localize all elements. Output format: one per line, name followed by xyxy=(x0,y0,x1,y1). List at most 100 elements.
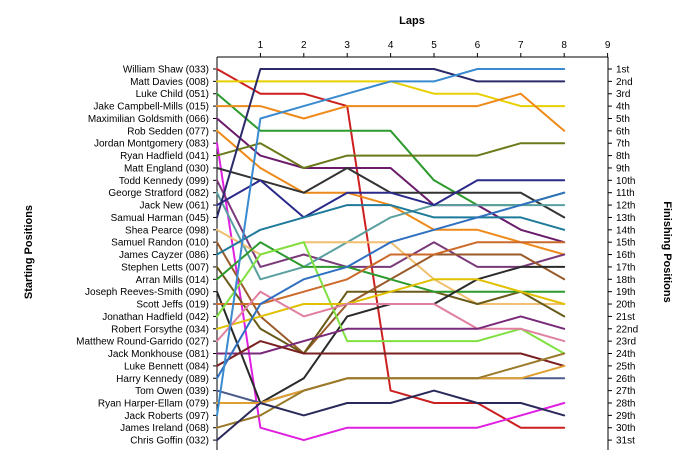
finishing-position-label: 3rd xyxy=(616,89,630,100)
series-line xyxy=(216,204,566,256)
series-line xyxy=(216,315,566,355)
starting-position-label: William Shaw (033) xyxy=(123,65,209,76)
series-line xyxy=(216,340,566,367)
finishing-position-label: 23rd xyxy=(616,337,636,348)
series-line xyxy=(216,191,566,380)
finishing-position-label: 15th xyxy=(616,238,635,249)
starting-position-label: Harry Kennedy (089) xyxy=(116,374,209,385)
series-line xyxy=(216,241,566,355)
series-line xyxy=(216,142,566,442)
finishing-position-label: 28th xyxy=(616,398,635,409)
finishing-position-label: 4th xyxy=(616,102,630,113)
starting-position-label: Luke Child (051) xyxy=(136,89,209,100)
starting-position-label: Matt Davies (008) xyxy=(130,77,209,88)
x-tick-label: 3 xyxy=(344,40,350,51)
finishing-position-label: 12th xyxy=(616,201,635,212)
starting-position-label: Jonathan Hadfield (042) xyxy=(102,312,209,323)
starting-position-label: Robert Forsythe (034) xyxy=(111,324,209,335)
finishing-position-label: 6th xyxy=(616,126,630,137)
series-line xyxy=(216,92,566,132)
x-tick-label: 5 xyxy=(431,40,437,51)
finishing-position-label: 2nd xyxy=(616,77,633,88)
starting-position-label: Chris Goffin (032) xyxy=(130,436,209,447)
x-tick-label: 7 xyxy=(518,40,524,51)
series-line xyxy=(216,179,566,219)
series-line xyxy=(216,191,566,281)
starting-position-label: Samual Harman (045) xyxy=(111,213,209,224)
finishing-position-label: 9th xyxy=(616,163,630,174)
starting-position-label: Shea Pearce (098) xyxy=(125,225,209,236)
series-line xyxy=(216,265,566,404)
finishing-position-label: 1st xyxy=(616,65,630,76)
series-line xyxy=(216,68,566,417)
starting-position-label: Ryan Hadfield (041) xyxy=(120,151,209,162)
series-line xyxy=(216,278,566,330)
starting-position-label: George Stratford (082) xyxy=(108,188,209,199)
finishing-position-label: 10th xyxy=(616,176,635,187)
x-tick-label: 6 xyxy=(475,40,481,51)
finishing-position-label: 19th xyxy=(616,287,635,298)
series-line xyxy=(216,179,566,268)
finishing-position-label: 7th xyxy=(616,139,630,150)
starting-position-label: Matt England (030) xyxy=(124,163,209,174)
series-line xyxy=(216,68,566,219)
right-axis-title: Finishing Positions xyxy=(661,201,673,302)
starting-position-label: James Cayzer (086) xyxy=(119,250,209,261)
starting-position-label: Ryan Harper-Ellam (079) xyxy=(98,398,209,409)
starting-position-label: Matthew Round-Garrido (027) xyxy=(76,337,209,348)
series-lines xyxy=(216,68,566,442)
finishing-position-label: 20th xyxy=(616,300,635,311)
series-line xyxy=(216,389,566,442)
x-tick-label: 8 xyxy=(561,40,567,51)
finishing-position-label: 27th xyxy=(616,386,635,397)
finishing-position-label: 24th xyxy=(616,349,635,360)
starting-position-label: Rob Sedden (077) xyxy=(127,126,209,137)
series-line xyxy=(216,241,566,355)
finishing-position-label: 31st xyxy=(616,436,635,447)
finishing-position-label: 16th xyxy=(616,250,635,261)
starting-position-label: Jack Roberts (097) xyxy=(125,411,209,422)
x-tick-labels: 1 2 3 4 5 6 7 8 9 xyxy=(258,40,611,51)
starting-position-label: Tom Owen (039) xyxy=(135,386,209,397)
finishing-position-label: 29th xyxy=(616,411,635,422)
starting-position-label: Jordan Montgomery (083) xyxy=(94,139,209,150)
finishing-position-label: 21st xyxy=(616,312,635,323)
finishing-position-label: 5th xyxy=(616,114,630,125)
x-axis-title: Laps xyxy=(399,15,425,27)
finishing-position-label: 8th xyxy=(616,151,630,162)
starting-position-label: James Ireland (068) xyxy=(120,423,209,434)
series-line xyxy=(216,142,566,169)
starting-position-label: Jack Monkhouse (081) xyxy=(108,349,209,360)
starting-position-label: Luke Bennett (084) xyxy=(124,361,209,372)
starting-position-labels: William Shaw (033)Matt Davies (008)Luke … xyxy=(76,65,209,447)
starting-position-label: Jack New (061) xyxy=(140,201,209,212)
starting-position-label: Todd Kennedy (099) xyxy=(119,176,209,187)
finishing-position-label: 17th xyxy=(616,262,635,273)
x-tick-label: 9 xyxy=(605,40,611,51)
finishing-position-label: 25th xyxy=(616,361,635,372)
starting-position-label: Scott Jeffs (019) xyxy=(136,300,209,311)
starting-position-label: Samuel Randon (010) xyxy=(111,238,209,249)
x-tick-label: 4 xyxy=(388,40,394,51)
left-axis-title: Starting Positions xyxy=(23,205,35,299)
starting-position-label: Jake Campbell-Mills (015) xyxy=(93,102,209,113)
starting-position-label: Maximilian Goldsmith (066) xyxy=(88,114,209,125)
finishing-position-labels: 1st2nd3rd4th5th6th7th8th9th10th11th12th1… xyxy=(616,65,638,447)
starting-position-label: Arran Mills (014) xyxy=(136,275,209,286)
finishing-position-label: 22nd xyxy=(616,324,638,335)
series-line xyxy=(216,117,566,244)
series-line xyxy=(216,290,566,343)
finishing-position-label: 14th xyxy=(616,225,635,236)
starting-position-label: Stephen Letts (007) xyxy=(121,262,209,273)
x-tick-label: 2 xyxy=(301,40,307,51)
x-tick-label: 1 xyxy=(258,40,264,51)
finishing-position-label: 30th xyxy=(616,423,635,434)
finishing-position-label: 26th xyxy=(616,374,635,385)
finishing-position-label: 13th xyxy=(616,213,635,224)
finishing-position-label: 18th xyxy=(616,275,635,286)
finishing-position-label: 11th xyxy=(616,188,635,199)
series-line xyxy=(216,68,566,429)
starting-position-label: Joseph Reeves-Smith (090) xyxy=(85,287,209,298)
